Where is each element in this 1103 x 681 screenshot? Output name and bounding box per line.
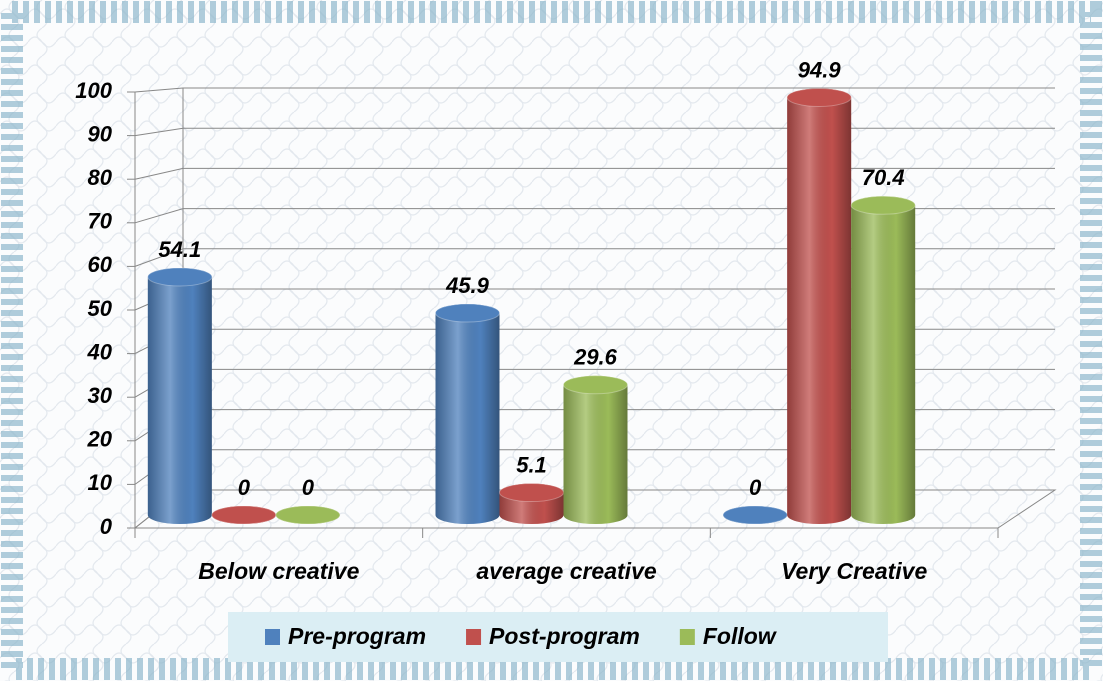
value-label: 29.6 [573, 345, 618, 370]
bar-top [147, 267, 213, 287]
bar-top [275, 505, 341, 525]
y-tick-label: 50 [88, 296, 113, 321]
y-tick-label: 90 [88, 121, 113, 146]
value-label: 45.9 [445, 273, 490, 298]
bar-shading [499, 492, 564, 524]
legend-swatch [265, 629, 280, 645]
legend-label: Pre-program [288, 623, 426, 649]
value-label: 94.9 [798, 57, 842, 82]
grid-line [134, 127, 1055, 137]
bar-top [211, 505, 277, 525]
value-label: 0 [238, 475, 251, 500]
y-tick-label: 60 [88, 252, 113, 277]
x-tick-label: Below creative [198, 558, 359, 584]
legend-swatch [679, 629, 695, 645]
bar-shading [787, 97, 852, 524]
y-tick-label: 70 [88, 209, 113, 234]
bar-top [786, 87, 852, 107]
bar-shading [851, 205, 916, 525]
value-label: 5.1 [516, 452, 547, 477]
value-label: 70.4 [862, 165, 905, 190]
bar-shading [147, 276, 212, 524]
value-label: 0 [302, 475, 315, 500]
bar-top [499, 483, 564, 503]
grid-line [134, 248, 1055, 267]
bar-shading [563, 384, 628, 524]
y-tick-label: 80 [88, 165, 113, 190]
grid-line [134, 167, 1055, 180]
bar-top [722, 505, 788, 525]
y-tick-label: 20 [87, 427, 113, 452]
y-tick-label: 0 [100, 514, 113, 539]
legend-label: Post-program [489, 623, 640, 649]
grid-line [134, 208, 1055, 224]
legend-box [228, 612, 888, 662]
legend-label: Follow [703, 623, 778, 649]
value-label: 0 [749, 475, 762, 500]
bar-shading [435, 313, 500, 524]
y-tick-label: 30 [88, 383, 113, 408]
grid-line [134, 87, 1055, 93]
y-tick-label: 40 [87, 339, 113, 364]
bar-top [435, 303, 500, 323]
legend-swatch [466, 629, 482, 645]
bar-top [563, 375, 628, 395]
y-tick-label: 100 [75, 78, 112, 103]
value-label: 54.1 [158, 237, 201, 262]
x-tick-label: Very Creative [781, 558, 927, 584]
bar-top [850, 195, 916, 215]
y-tick-label: 10 [88, 470, 113, 495]
x-tick-label: average creative [476, 558, 657, 584]
